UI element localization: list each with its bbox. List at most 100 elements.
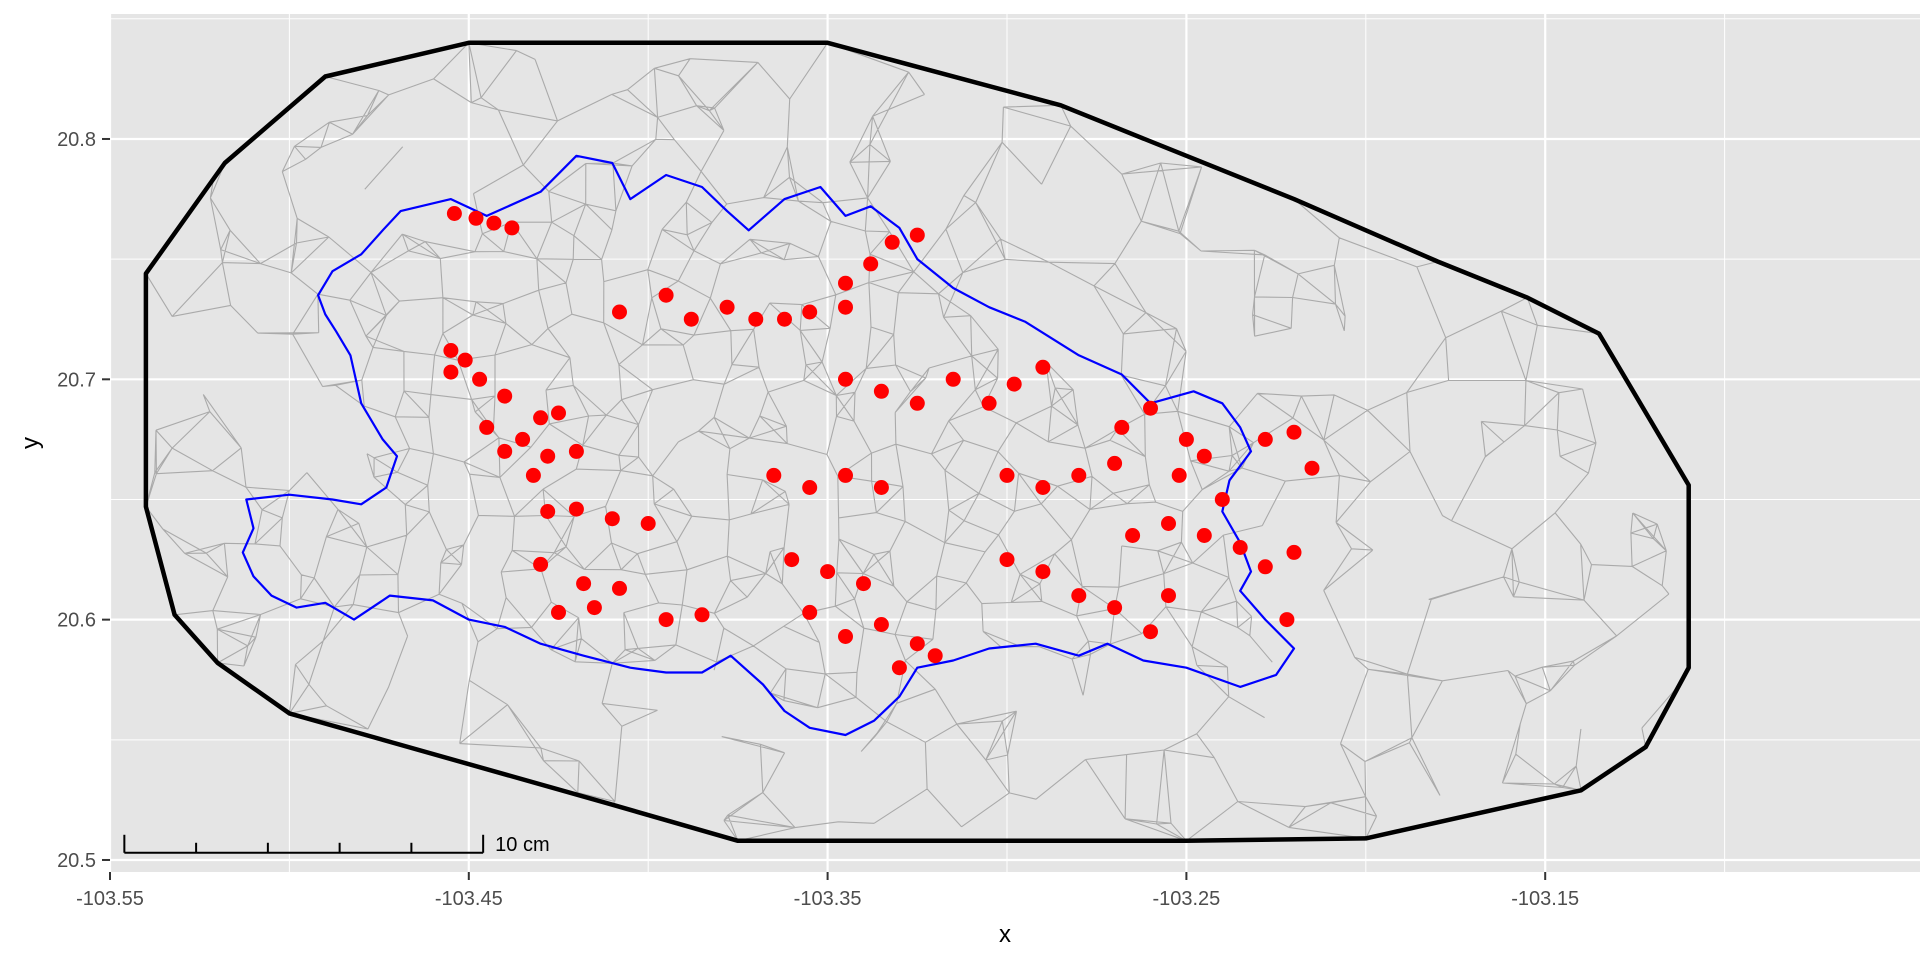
data-point — [1286, 544, 1302, 560]
data-point — [586, 600, 602, 616]
data-point — [1178, 431, 1194, 447]
x-tick-label: -103.25 — [1152, 888, 1220, 910]
data-point — [457, 352, 473, 368]
data-point — [1114, 419, 1130, 435]
data-point — [1196, 528, 1212, 543]
data-point — [873, 617, 889, 632]
data-point — [576, 576, 592, 592]
data-point — [1257, 431, 1273, 447]
data-point — [1214, 492, 1230, 507]
data-point — [540, 504, 556, 519]
scale-bar-label: 10 cm — [495, 834, 549, 856]
data-point — [1035, 564, 1051, 580]
outer-boundary — [143, 40, 1691, 844]
data-point — [1107, 455, 1123, 471]
data-point — [1107, 600, 1123, 616]
data-point — [1071, 467, 1087, 483]
data-point — [1257, 559, 1273, 575]
data-point — [909, 636, 925, 652]
data-point — [568, 501, 584, 517]
data-point — [891, 660, 907, 676]
data-point — [802, 604, 818, 620]
data-point — [612, 580, 627, 596]
data-point — [719, 299, 735, 315]
data-point — [551, 604, 566, 620]
data-point — [1232, 540, 1248, 555]
data-point — [1143, 624, 1158, 640]
y-tick-label: 20.5 — [57, 850, 96, 872]
data-point — [525, 467, 541, 483]
data-point — [1161, 588, 1176, 604]
data-point — [568, 443, 584, 459]
data-point — [1279, 612, 1295, 628]
data-point — [551, 405, 566, 421]
data-point — [1286, 424, 1302, 440]
data-point — [1161, 516, 1176, 531]
data-point — [446, 206, 462, 221]
data-points — [443, 206, 1320, 676]
y-axis-title: y — [17, 437, 44, 449]
data-point — [658, 612, 674, 628]
data-point — [873, 480, 889, 495]
data-point — [784, 552, 800, 568]
data-point — [802, 480, 818, 495]
data-point — [1071, 588, 1087, 604]
data-point — [443, 364, 459, 380]
data-point — [1304, 460, 1320, 476]
data-point — [486, 215, 502, 231]
data-point — [540, 448, 556, 464]
data-point — [658, 287, 674, 303]
data-point — [999, 467, 1015, 483]
data-point — [612, 304, 627, 320]
plot-panel — [110, 14, 1920, 872]
y-tick-label: 20.8 — [57, 129, 96, 151]
x-tick-label: -103.45 — [435, 888, 503, 910]
x-tick-label: -103.15 — [1511, 888, 1579, 910]
data-point — [468, 210, 484, 226]
data-point — [884, 234, 900, 250]
data-point — [820, 564, 836, 580]
data-point — [694, 607, 710, 623]
data-point — [1006, 376, 1022, 392]
scale-bar: 10 cm — [123, 834, 550, 856]
data-point — [1196, 448, 1212, 464]
data-point — [472, 371, 488, 387]
data-point — [838, 275, 853, 291]
data-point — [981, 395, 997, 411]
data-point — [777, 311, 792, 327]
data-point — [497, 443, 513, 459]
y-axis-ticks: 20.5 20.6 20.7 20.8 — [57, 129, 110, 872]
data-point — [945, 371, 961, 387]
data-point — [927, 648, 943, 664]
data-point — [640, 516, 656, 531]
data-point — [873, 383, 889, 399]
data-point — [838, 629, 853, 644]
data-point — [443, 343, 459, 358]
data-point — [533, 556, 549, 572]
data-point — [683, 311, 699, 327]
data-point — [802, 304, 818, 320]
data-point — [909, 227, 925, 243]
data-point — [497, 388, 513, 404]
data-point — [1035, 480, 1051, 495]
inner-boundary — [241, 154, 1296, 737]
y-tick-label: 20.6 — [57, 610, 96, 632]
x-tick-label: -103.55 — [76, 888, 144, 910]
data-point — [1125, 528, 1141, 543]
data-point — [856, 576, 871, 592]
triangulation-mesh — [145, 42, 1690, 842]
y-tick-label: 20.7 — [57, 369, 96, 391]
mesh-edges — [145, 42, 1690, 842]
x-axis-title: x — [999, 921, 1011, 948]
data-point — [515, 431, 531, 447]
data-point — [1143, 400, 1158, 416]
data-point — [1171, 467, 1187, 483]
data-point — [479, 419, 495, 435]
data-point — [909, 395, 925, 411]
data-point — [504, 220, 520, 236]
data-point — [766, 467, 782, 483]
x-axis-ticks: -103.55 -103.45 -103.35 -103.25 -103.15 — [76, 872, 1579, 910]
data-point — [533, 410, 549, 426]
data-point — [838, 467, 853, 483]
